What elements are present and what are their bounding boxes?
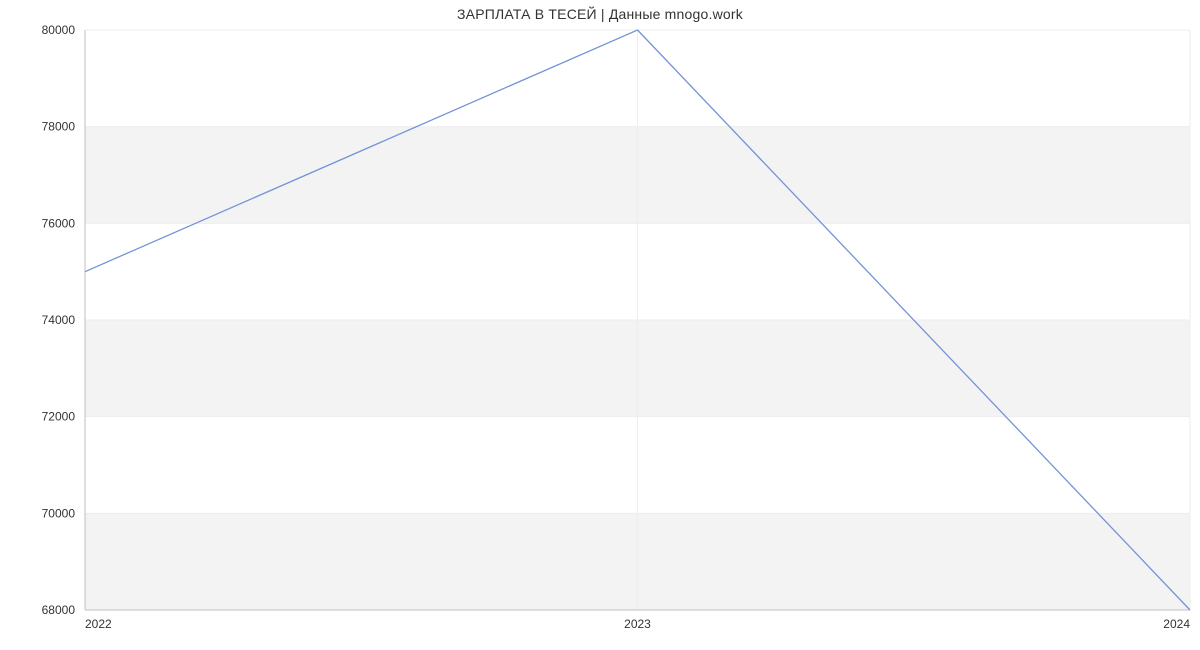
y-tick-label: 68000	[42, 603, 76, 617]
y-tick-label: 76000	[42, 216, 76, 230]
salary-chart: 68000 70000 72000 74000 76000 78000 80000 2022 2…	[0, 0, 1200, 650]
chart-title: ЗАРПЛАТА В ТЕСЕЙ | Данные mnogo.work	[0, 6, 1200, 22]
x-tick-label: 2022	[85, 617, 112, 631]
y-tick-label: 80000	[42, 23, 76, 37]
x-tick-label: 2024	[1163, 617, 1190, 631]
y-tick-label: 74000	[42, 313, 76, 327]
y-tick-label: 78000	[42, 120, 76, 134]
x-tick-label: 2023	[624, 617, 651, 631]
y-tick-label: 70000	[42, 506, 76, 520]
y-tick-label: 72000	[42, 410, 76, 424]
